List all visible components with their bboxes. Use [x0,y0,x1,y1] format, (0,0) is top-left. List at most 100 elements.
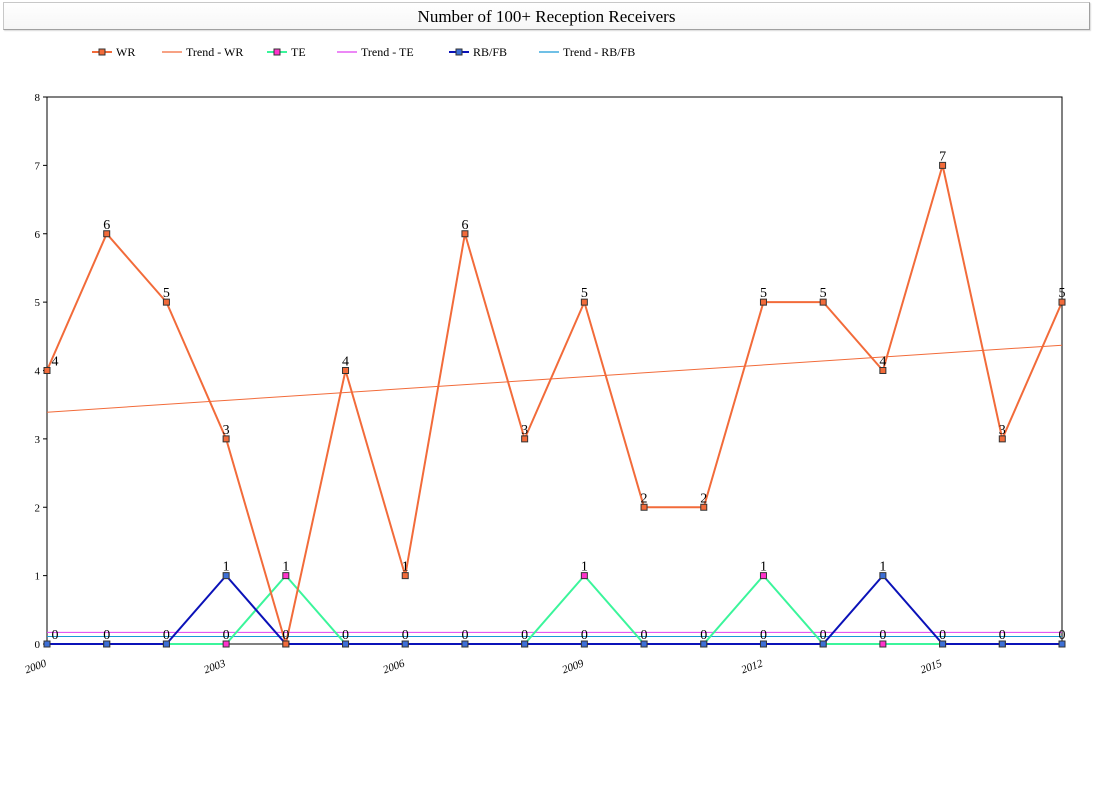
series-line-2 [47,574,1062,645]
legend-label: Trend - WR [186,45,243,59]
data-label: 3 [223,423,230,438]
data-point [282,572,290,580]
data-point [759,298,767,306]
legend-item: RB/FB [449,45,507,59]
data-label: 0 [999,628,1006,643]
data-point [222,572,230,580]
x-tick-label: 2006 [381,657,406,676]
data-label: 0 [641,628,648,643]
data-point [998,640,1006,648]
data-point [879,367,887,374]
data-point [401,640,409,648]
trendline-0 [46,344,1063,413]
data-label: 0 [879,628,886,643]
data-label: 0 [581,628,588,643]
data-label: 3 [521,423,528,438]
legend-item: Trend - WR [162,45,243,59]
legend-label: Trend - RB/FB [563,45,635,59]
data-point [521,640,529,648]
y-tick-label: 7 [35,160,41,172]
data-label: 0 [223,628,230,643]
data-point [939,640,947,648]
data-point [222,435,230,443]
y-tick-label: 3 [35,434,41,446]
data-label: 4 [879,355,886,370]
data-point [43,640,51,648]
x-tick-label: 2000 [23,657,48,676]
y-tick-label: 1 [35,571,41,583]
data-point [162,640,170,648]
data-point [461,230,469,238]
data-point [700,640,708,648]
chart-title-bar: Number of 100+ Reception Receivers [3,2,1090,30]
data-point [640,503,648,511]
data-point [401,572,409,580]
y-tick-label: 8 [35,92,41,104]
data-point [998,435,1006,443]
data-point [819,298,827,306]
data-point [103,640,111,648]
data-label: 1 [760,560,767,575]
data-label: 0 [760,628,767,643]
y-tick-label: 4 [35,366,41,378]
y-tick-label: 5 [35,297,41,309]
data-label: 0 [52,628,59,643]
data-label: 0 [939,628,946,643]
data-label: 5 [820,286,827,301]
data-point [939,161,947,169]
data-label: 6 [461,218,468,233]
data-label: 1 [581,560,588,575]
data-point [759,640,767,648]
data-point [461,640,469,648]
data-point [700,503,708,511]
data-point [879,572,887,580]
data-label: 3 [999,423,1006,438]
data-label: 0 [402,628,409,643]
series-line-0 [46,165,1063,645]
data-point [580,572,588,580]
legend: WR Trend - WR TE Trend - TE RB/FB Trend - RB/… [92,45,635,59]
data-label: 5 [163,286,170,301]
data-point [1058,640,1066,648]
data-label: 1 [402,560,409,575]
data-label: 5 [581,286,588,301]
data-point [43,367,51,374]
data-label: 2 [641,491,648,506]
legend-marker [455,48,463,56]
data-label: 0 [1059,628,1066,643]
data-label: 0 [521,628,528,643]
data-point [521,435,529,443]
data-label: 1 [223,560,230,575]
x-tick-label: 2003 [202,657,227,676]
data-label: 0 [820,628,827,643]
y-tick-label: 6 [35,229,41,241]
legend-label: Trend - TE [361,45,414,59]
data-label: 0 [163,628,170,643]
data-point [103,230,111,238]
legend-marker [273,48,281,56]
data-point [819,640,827,648]
data-label: 6 [103,218,110,233]
data-label: 5 [760,286,767,301]
data-label: 4 [52,355,59,370]
data-point [222,640,230,648]
chart-title: Number of 100+ Reception Receivers [417,7,676,26]
x-tick-label: 2012 [740,657,765,676]
legend-label: WR [116,45,135,59]
data-label: 0 [700,628,707,643]
data-label: 0 [461,628,468,643]
y-tick-label: 0 [35,639,41,651]
data-point [580,298,588,306]
data-point [162,298,170,306]
data-label: 7 [939,149,946,164]
data-point [342,640,350,648]
data-point [580,640,588,648]
data-label: 1 [879,560,886,575]
legend-item: Trend - TE [337,45,414,59]
x-tick-label: 2009 [561,657,586,676]
data-label: 2 [700,491,707,506]
x-tick-label: 2015 [919,657,944,676]
data-label: 0 [342,628,349,643]
data-point [759,572,767,580]
